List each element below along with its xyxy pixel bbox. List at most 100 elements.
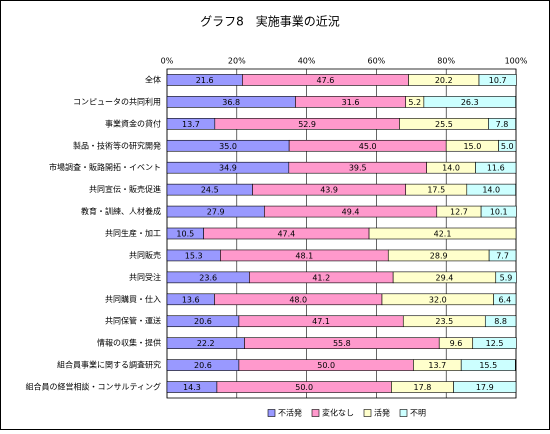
bar-segment bbox=[488, 118, 516, 130]
value-label: 45.0 bbox=[359, 142, 377, 151]
legend-label: 変化なし bbox=[322, 408, 354, 418]
bar-segment bbox=[460, 359, 516, 371]
value-label: 39.5 bbox=[349, 164, 367, 173]
value-label: 31.6 bbox=[342, 98, 360, 107]
x-tick-label: 60% bbox=[368, 57, 386, 66]
y-tick-label: コンピュータの共同利用 bbox=[73, 96, 161, 106]
value-label: 20.2 bbox=[435, 76, 453, 85]
value-label: 10.5 bbox=[176, 230, 194, 239]
x-tick-label: 100% bbox=[505, 57, 528, 66]
bar-segment bbox=[495, 271, 517, 284]
y-tick-label: 共同保管・運送 bbox=[105, 316, 161, 326]
value-label: 34.9 bbox=[219, 164, 237, 173]
value-label: 26.3 bbox=[461, 98, 479, 107]
legend-label: 不活発 bbox=[278, 408, 302, 418]
value-label: 20.6 bbox=[194, 317, 212, 326]
value-label: 42.1 bbox=[434, 230, 452, 239]
value-label: 10.7 bbox=[489, 76, 507, 85]
value-label: 52.9 bbox=[298, 120, 316, 129]
value-label: 13.7 bbox=[428, 361, 446, 370]
value-label: 35.0 bbox=[219, 142, 237, 151]
y-tick-label: 共同販売 bbox=[129, 250, 161, 260]
value-label: 17.9 bbox=[476, 383, 494, 392]
y-tick-label: 組合員の経営相談・コンサルティング bbox=[25, 382, 161, 392]
value-label: 5.2 bbox=[408, 98, 421, 107]
legend-label: 活発 bbox=[374, 408, 390, 418]
bar-segment bbox=[475, 161, 517, 174]
value-label: 15.0 bbox=[463, 142, 481, 151]
value-label: 43.9 bbox=[320, 186, 338, 195]
value-label: 41.2 bbox=[312, 273, 330, 282]
value-label: 20.6 bbox=[194, 361, 212, 370]
value-label: 50.0 bbox=[317, 361, 335, 370]
value-label: 25.5 bbox=[435, 120, 453, 129]
chart-title: グラフ8 実施事業の近況 bbox=[200, 14, 340, 29]
value-label: 36.8 bbox=[222, 98, 240, 107]
value-label: 6.4 bbox=[498, 295, 511, 304]
bar-segment bbox=[493, 293, 517, 306]
value-label: 11.6 bbox=[487, 164, 505, 173]
y-tick-label: 共同購買・仕入 bbox=[105, 294, 161, 304]
value-label: 29.4 bbox=[436, 273, 454, 282]
value-label: 23.6 bbox=[199, 273, 217, 282]
y-tick-label: 全体 bbox=[145, 74, 161, 84]
x-tick-label: 40% bbox=[298, 57, 316, 66]
bar-segment bbox=[423, 96, 516, 108]
value-label: 5.0 bbox=[501, 142, 514, 151]
x-tick-label: 0% bbox=[161, 57, 174, 66]
bar-segment bbox=[478, 74, 517, 86]
y-tick-label: 共同生産・加工 bbox=[105, 228, 161, 238]
bar-segment bbox=[488, 249, 517, 262]
value-label: 50.0 bbox=[295, 383, 313, 392]
x-tick-label: 20% bbox=[228, 57, 246, 66]
value-label: 14.3 bbox=[183, 383, 201, 392]
value-label: 12.7 bbox=[450, 208, 468, 217]
value-label: 47.6 bbox=[317, 76, 335, 85]
value-label: 49.4 bbox=[342, 208, 360, 217]
y-tick-label: 組合員事業に関する調査研究 bbox=[57, 360, 161, 370]
bar-segment bbox=[368, 227, 517, 240]
y-tick-label: 製品・技術等の研究開発 bbox=[73, 140, 161, 150]
value-label: 13.7 bbox=[182, 120, 200, 129]
bar-segment bbox=[484, 315, 517, 328]
bar-segment bbox=[498, 139, 517, 152]
value-label: 17.8 bbox=[414, 383, 432, 392]
bar-segment bbox=[453, 381, 517, 393]
value-label: 5.9 bbox=[500, 273, 513, 282]
value-label: 22.2 bbox=[197, 339, 215, 348]
value-label: 32.0 bbox=[429, 295, 447, 304]
value-label: 47.4 bbox=[277, 230, 295, 239]
bar-segment bbox=[472, 337, 517, 349]
value-label: 7.7 bbox=[496, 251, 509, 260]
value-label: 13.6 bbox=[182, 295, 200, 304]
bar-segment bbox=[480, 205, 517, 218]
value-label: 9.6 bbox=[450, 339, 463, 348]
y-tick-label: 共同宣伝・販売促進 bbox=[89, 184, 161, 194]
value-label: 8.8 bbox=[494, 317, 507, 326]
value-label: 7.8 bbox=[496, 120, 509, 129]
value-label: 14.0 bbox=[482, 186, 500, 195]
value-label: 47.1 bbox=[312, 317, 330, 326]
y-tick-label: 教育・訓練、人材養成 bbox=[81, 206, 161, 216]
value-label: 15.5 bbox=[479, 361, 497, 370]
value-label: 24.5 bbox=[201, 186, 219, 195]
y-tick-label: 事業資金の貸付 bbox=[105, 118, 161, 128]
y-tick-label: 市場調査・販路開拓・イベント bbox=[49, 162, 161, 172]
legend-swatch bbox=[311, 409, 320, 417]
value-label: 12.5 bbox=[486, 339, 504, 348]
value-label: 48.1 bbox=[295, 251, 313, 260]
legend-swatch bbox=[267, 409, 276, 417]
value-label: 17.5 bbox=[427, 186, 445, 195]
value-label: 27.9 bbox=[207, 208, 225, 217]
legend-label: 不明 bbox=[410, 409, 426, 418]
value-label: 21.6 bbox=[196, 76, 214, 85]
x-tick-label: 80% bbox=[437, 57, 455, 66]
value-label: 23.5 bbox=[435, 317, 453, 326]
y-tick-label: 情報の収集・提供 bbox=[97, 338, 161, 348]
value-label: 55.8 bbox=[333, 339, 351, 348]
legend-swatch bbox=[363, 409, 372, 417]
bar-segment bbox=[466, 183, 516, 196]
value-label: 14.0 bbox=[442, 164, 460, 173]
value-label: 28.9 bbox=[430, 251, 448, 260]
